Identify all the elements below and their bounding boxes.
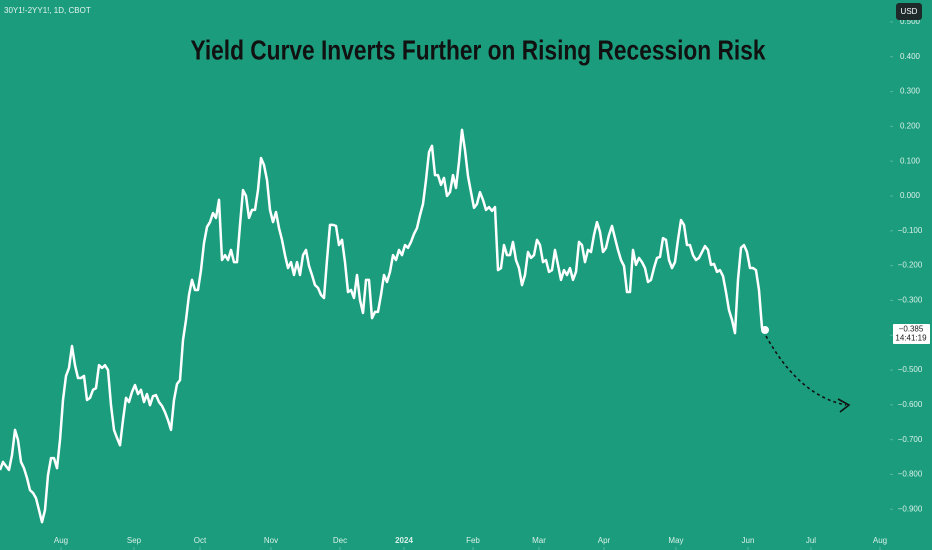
- x-tick-label: Jul: [806, 536, 816, 545]
- x-tick-label: Sep: [127, 536, 142, 545]
- chart-title: Yield Curve Inverts Further on Rising Re…: [191, 34, 766, 65]
- last-point: [760, 326, 769, 334]
- price-tag-value: −0.385: [899, 325, 924, 334]
- y-tick-label: −0.300: [898, 296, 923, 305]
- x-tick-label: Oct: [194, 536, 207, 545]
- arrow-head: [837, 398, 851, 413]
- y-tick-label: 0.300: [900, 87, 921, 96]
- x-tick-label: Nov: [264, 536, 278, 545]
- price-tag: [893, 324, 930, 344]
- y-tick-label: 0.400: [900, 52, 921, 61]
- x-tick-label: Apr: [598, 536, 611, 545]
- y-tick-label: 0.000: [900, 191, 921, 200]
- y-tick-label: −0.900: [898, 504, 923, 513]
- y-tick-label: −0.700: [898, 435, 923, 444]
- y-tick-label: 0.200: [900, 121, 921, 130]
- symbol-label: 30Y1!-2YY1!, 1D, CBOT: [4, 6, 91, 15]
- y-tick-label: −0.600: [898, 400, 923, 409]
- y-tick-label: −0.100: [898, 226, 923, 235]
- y-tick-label: −0.800: [898, 470, 923, 479]
- currency-label: USD: [901, 7, 918, 16]
- y-tick-label: 0.500: [900, 17, 921, 26]
- x-tick-label: May: [668, 536, 683, 545]
- y-tick-label: −0.500: [898, 365, 923, 374]
- currency-button[interactable]: [896, 3, 922, 20]
- x-tick-label: Jun: [742, 536, 755, 545]
- x-tick-label: Mar: [532, 536, 546, 545]
- series-line: [0, 128, 766, 524]
- x-tick-label: Aug: [873, 536, 887, 545]
- x-tick-label: Dec: [333, 536, 347, 545]
- forecast-arrow: [765, 335, 847, 406]
- y-tick-label: 0.100: [900, 156, 921, 165]
- x-tick-label: 2024: [395, 536, 413, 545]
- price-tag-time: 14:41:19: [895, 334, 927, 343]
- x-tick-label: Aug: [54, 536, 68, 545]
- x-tick-label: Feb: [466, 536, 480, 545]
- y-tick-label: −0.200: [898, 261, 923, 270]
